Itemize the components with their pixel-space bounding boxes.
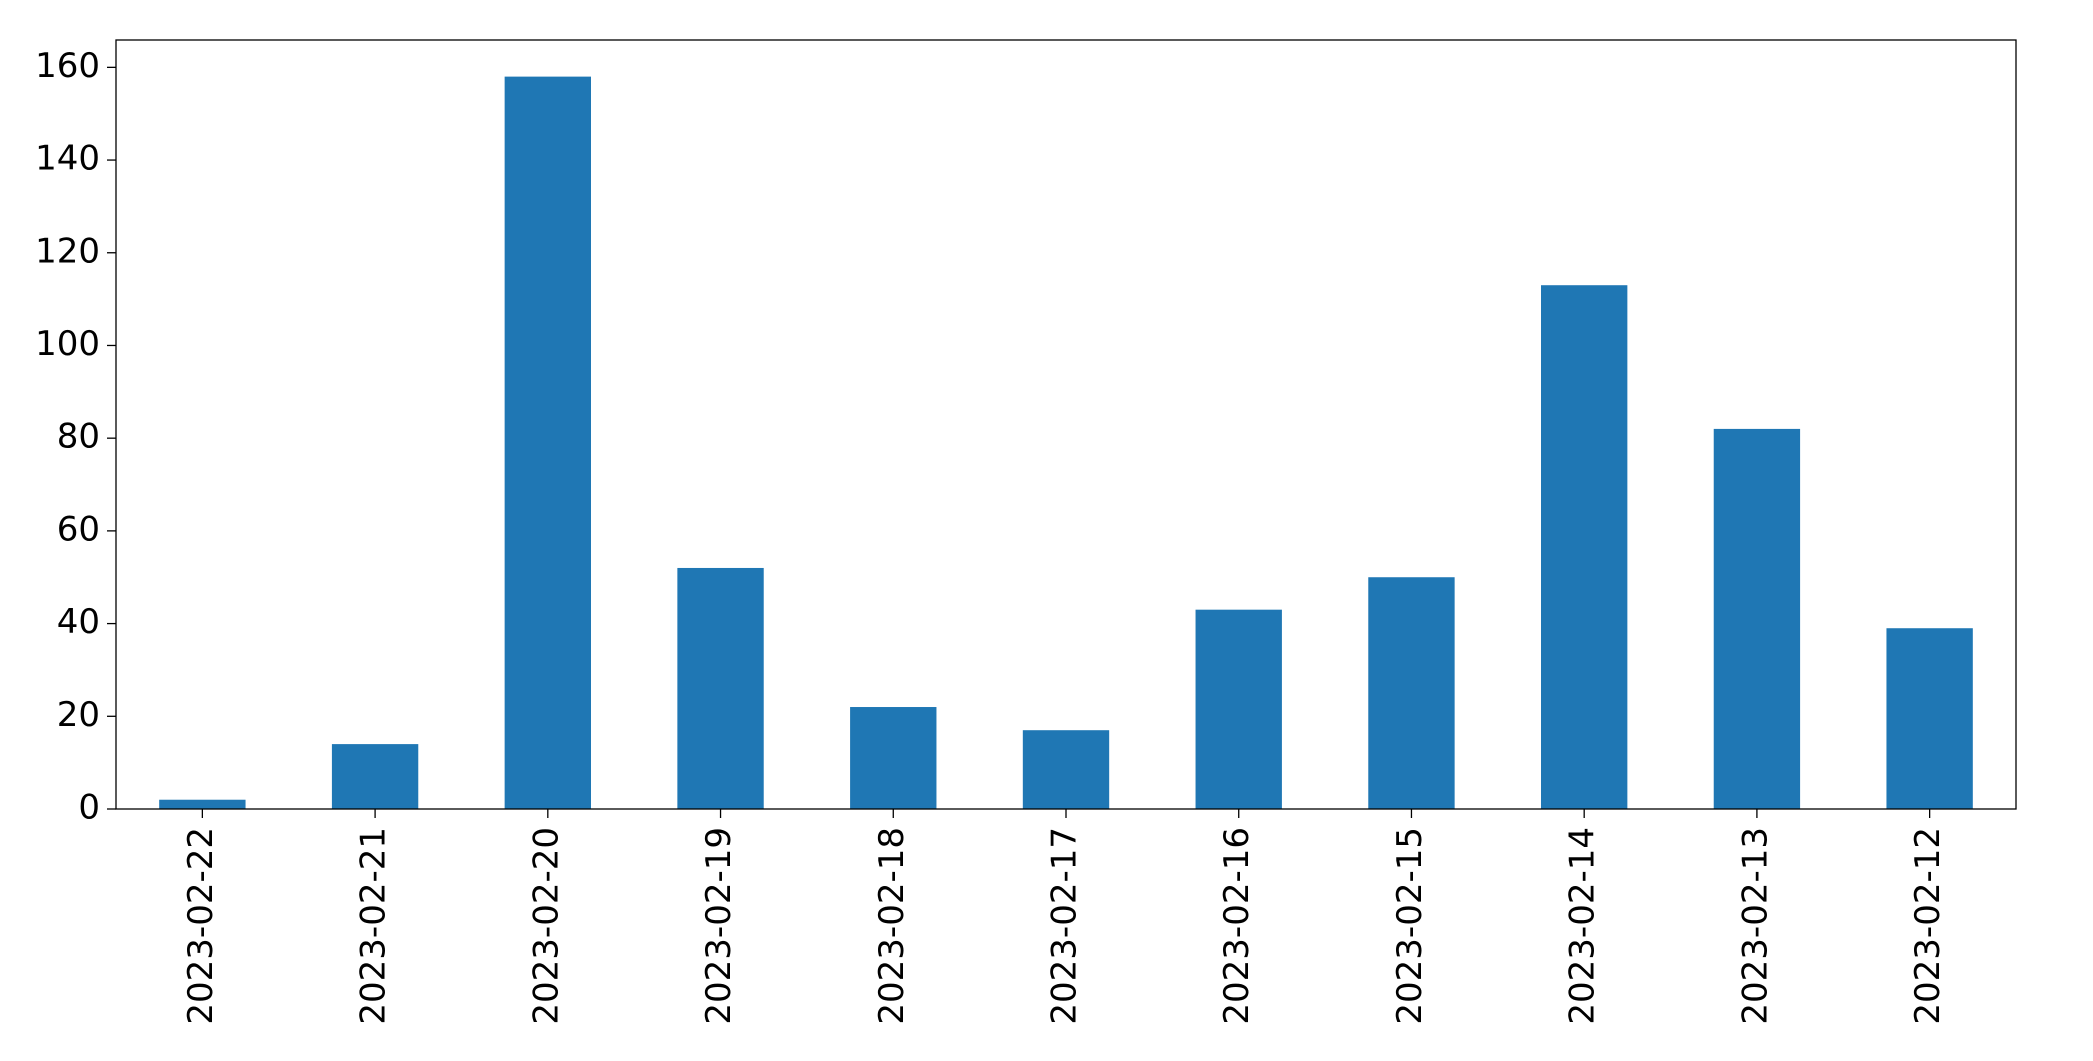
y-tick-label: 140 — [35, 139, 100, 179]
x-tick-label: 2023-02-13 — [1735, 827, 1775, 1025]
bar — [1022, 730, 1110, 809]
bar — [1713, 428, 1801, 809]
y-tick-label: 100 — [35, 324, 100, 364]
bar — [159, 799, 246, 809]
x-tick-label: 2023-02-21 — [354, 827, 394, 1025]
x-tick-label: 2023-02-22 — [181, 827, 221, 1025]
bar — [504, 76, 591, 810]
y-tick-label: 0 — [78, 788, 100, 828]
bar — [1541, 285, 1628, 809]
y-tick-label: 120 — [35, 231, 100, 271]
bar — [1886, 628, 1973, 809]
x-tick-label: 2023-02-14 — [1563, 827, 1603, 1025]
x-tick-label: 2023-02-20 — [526, 827, 566, 1025]
x-tick-label: 2023-02-17 — [1045, 827, 1085, 1025]
x-tick-label: 2023-02-12 — [1908, 827, 1948, 1025]
bar — [677, 567, 764, 809]
bar — [331, 744, 419, 809]
bar — [1368, 577, 1455, 809]
y-tick-label: 40 — [57, 602, 100, 642]
y-tick-label: 160 — [35, 46, 100, 86]
x-tick-label: 2023-02-18 — [872, 827, 912, 1025]
x-tick-label: 2023-02-16 — [1217, 827, 1257, 1025]
bar — [850, 707, 937, 809]
y-tick-label: 80 — [57, 417, 100, 457]
bar — [1195, 609, 1282, 809]
y-tick-label: 20 — [57, 695, 100, 735]
y-tick-label: 60 — [57, 509, 100, 549]
x-tick-label: 2023-02-19 — [699, 827, 739, 1025]
plot-frame — [115, 39, 2017, 810]
x-tick-label: 2023-02-15 — [1390, 827, 1430, 1025]
